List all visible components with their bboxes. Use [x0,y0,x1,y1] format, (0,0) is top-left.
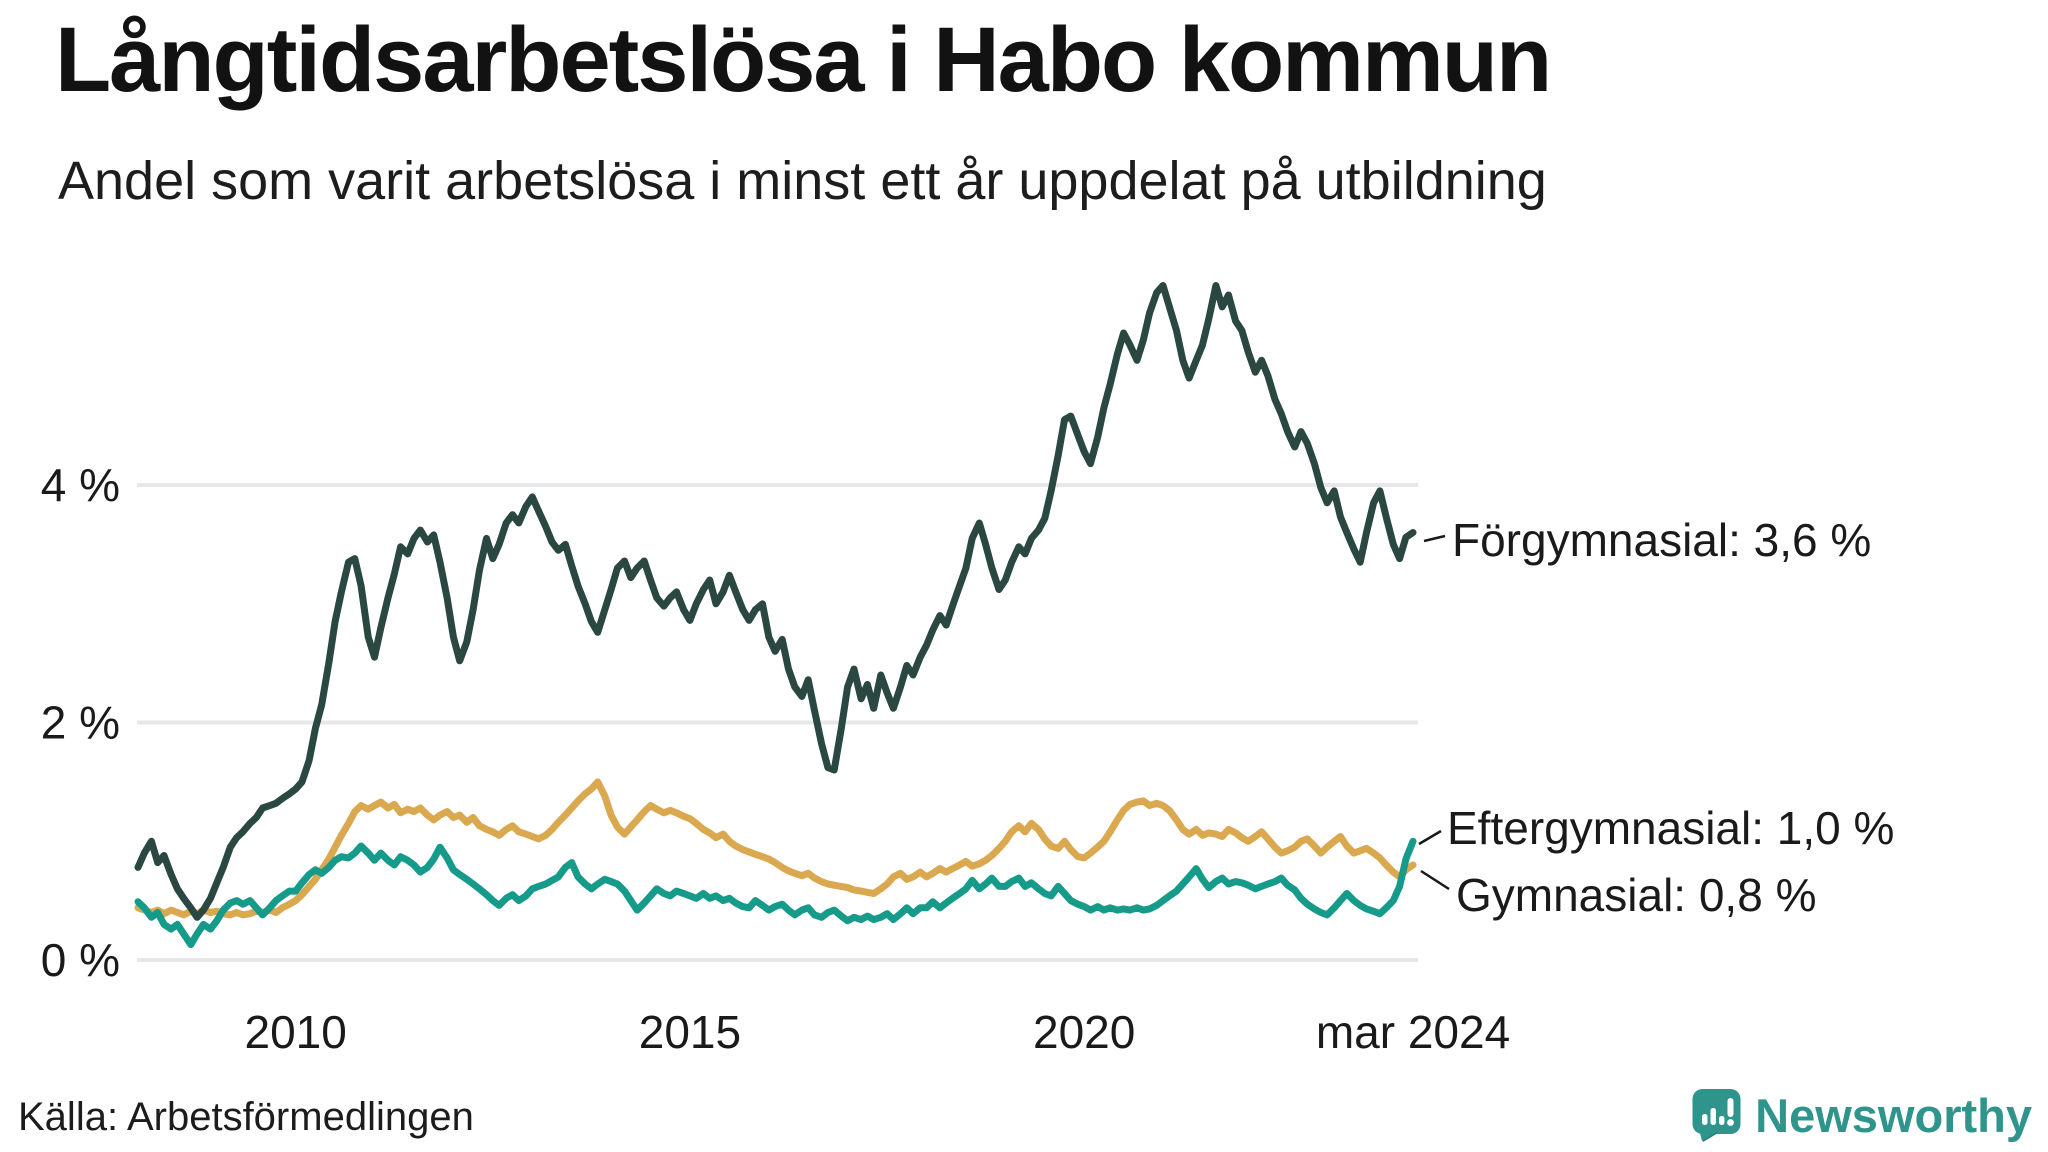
y-axis-tick-label: 2 % [41,697,120,749]
source-attribution: Källa: Arbetsförmedlingen [18,1095,474,1139]
label-connector-eftergymnasial [1418,829,1442,846]
label-connector-gymnasial [1420,869,1450,891]
newsworthy-wordmark: Newsworthy [1755,1088,2032,1142]
chart-subtitle: Andel som varit arbetslösa i minst ett å… [58,151,1547,211]
page-title: Långtidsarbetslösa i Habo kommun [55,9,1552,111]
x-axis-tick-label: mar 2024 [1316,1006,1510,1058]
series-end-label-eftergymnasial: Eftergymnasial: 1,0 % [1447,802,1894,854]
series-line-eftergymnasial [134,837,1417,949]
newsworthy-logo-icon [1692,1089,1741,1142]
series-end-label-gymnasial: Gymnasial: 0,8 % [1456,869,1816,921]
series-end-label-forgymnasial: Förgymnasial: 3,6 % [1452,514,1871,566]
label-connector-forgymnasial [1423,534,1446,543]
y-axis-tick-label: 4 % [41,459,120,511]
x-axis-tick-label: 2015 [639,1006,741,1058]
x-axis-tick-label: 2010 [245,1006,347,1058]
x-axis-tick-label: 2020 [1033,1006,1135,1058]
series-line-gymnasial [134,778,1417,919]
y-axis-tick-label: 0 % [41,934,120,986]
newsworthy-brand: Newsworthy [1692,1088,2032,1142]
series-line-forgymnasial [134,282,1417,921]
